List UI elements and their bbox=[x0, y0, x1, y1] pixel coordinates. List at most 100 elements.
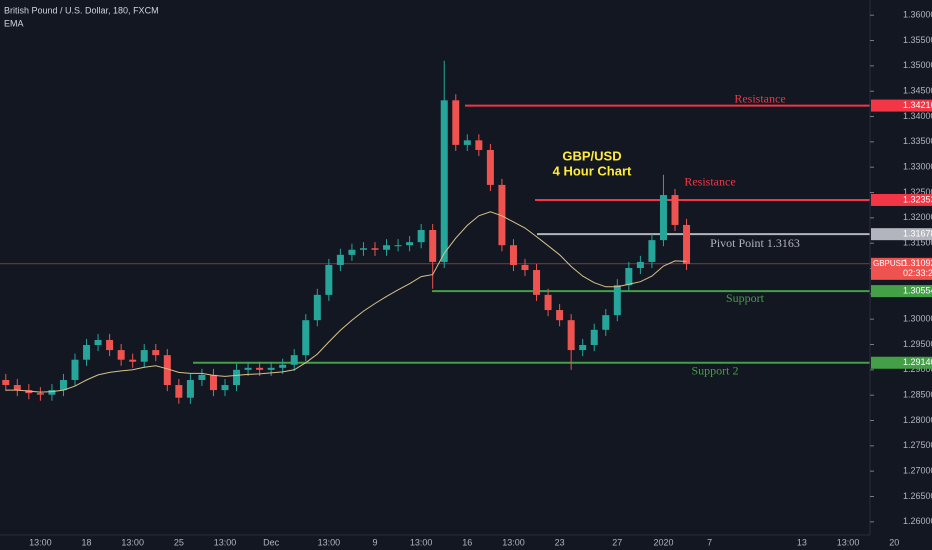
x-tick-label: 13:00 bbox=[29, 537, 52, 547]
x-tick-label: 25 bbox=[174, 537, 184, 547]
y-tick-label: 1.27000 bbox=[903, 466, 932, 476]
y-tick-label: 1.34000 bbox=[903, 111, 932, 121]
y-tick-label: 1.27500 bbox=[903, 440, 932, 450]
x-tick-label: 13:00 bbox=[410, 537, 433, 547]
y-tick-label: 1.30000 bbox=[903, 314, 932, 324]
candle-body bbox=[129, 359, 137, 362]
x-tick-label: 18 bbox=[82, 537, 92, 547]
candle-body bbox=[498, 184, 506, 246]
price-tag-label: 1.34216 bbox=[903, 100, 932, 110]
y-tick-label: 1.32000 bbox=[903, 212, 932, 222]
candle-body bbox=[302, 320, 310, 356]
price-tag-label: 1.32353 bbox=[903, 194, 932, 204]
price-tag-label: 1.30554 bbox=[903, 285, 932, 295]
y-tick-label: 1.35000 bbox=[903, 60, 932, 70]
price-tag bbox=[871, 228, 932, 241]
candle-body bbox=[625, 268, 633, 286]
indicator-label: EMA bbox=[4, 18, 24, 28]
candle-body bbox=[648, 240, 656, 262]
x-tick-label: 13:00 bbox=[502, 537, 525, 547]
candle-body bbox=[521, 264, 529, 271]
x-tick-label: 13:00 bbox=[318, 537, 341, 547]
candle-body bbox=[659, 195, 667, 241]
candle-body bbox=[94, 339, 102, 346]
annotation: GBP/USD bbox=[562, 148, 621, 163]
x-tick-label: 27 bbox=[612, 537, 622, 547]
candle-body bbox=[475, 140, 483, 150]
candle-body bbox=[579, 345, 587, 351]
candle-body bbox=[602, 315, 610, 330]
candle-body bbox=[198, 374, 206, 380]
candle-body bbox=[509, 245, 517, 265]
candle-body bbox=[336, 254, 344, 265]
y-tick-label: 1.33500 bbox=[903, 136, 932, 146]
price-tag bbox=[871, 285, 932, 298]
candle-body bbox=[325, 264, 333, 295]
price-tag bbox=[871, 356, 932, 369]
candle-body bbox=[140, 350, 148, 362]
candle-body bbox=[244, 367, 252, 370]
candle-body bbox=[429, 230, 437, 262]
candle-body bbox=[683, 224, 691, 264]
candle-body bbox=[613, 285, 621, 316]
y-tick-label: 1.35500 bbox=[903, 35, 932, 45]
candle-body bbox=[290, 355, 298, 365]
level-label: Pivot Point 1.3163 bbox=[710, 236, 800, 250]
y-tick-label: 1.34500 bbox=[903, 86, 932, 96]
x-tick-label: Dec bbox=[263, 537, 280, 547]
x-tick-label: 20 bbox=[889, 537, 899, 547]
candle-body bbox=[163, 355, 171, 386]
y-tick-label: 1.29000 bbox=[903, 364, 932, 374]
candle-body bbox=[2, 379, 10, 386]
price-tag-name: GBPUSD bbox=[873, 259, 907, 268]
y-tick-label: 1.28000 bbox=[903, 415, 932, 425]
candle-body bbox=[48, 390, 56, 395]
price-tag bbox=[871, 257, 932, 280]
candle-body bbox=[394, 245, 402, 247]
annotation: 4 Hour Chart bbox=[553, 163, 632, 178]
y-tick-label: 1.26500 bbox=[903, 491, 932, 501]
x-tick-label: 23 bbox=[555, 537, 565, 547]
candle-body bbox=[25, 390, 33, 394]
price-tag-label: 1.29140 bbox=[903, 357, 932, 367]
y-tick-label: 1.36000 bbox=[903, 10, 932, 20]
candle-body bbox=[359, 248, 367, 250]
candle-body bbox=[567, 320, 575, 351]
x-tick-label: 13:00 bbox=[214, 537, 237, 547]
candle-body bbox=[152, 350, 160, 356]
chart-title: British Pound / U.S. Dollar, 180, FXCM bbox=[4, 5, 159, 15]
y-tick-label: 1.26000 bbox=[903, 516, 932, 526]
level-label: Support bbox=[726, 291, 765, 305]
candle-body bbox=[71, 359, 79, 380]
y-tick-label: 1.33000 bbox=[903, 162, 932, 172]
candle-body bbox=[256, 367, 264, 370]
candle-body bbox=[117, 350, 125, 360]
candle-body bbox=[544, 294, 552, 311]
y-tick-label: 1.29500 bbox=[903, 339, 932, 349]
candle-body bbox=[267, 367, 275, 370]
candle-body bbox=[486, 149, 494, 185]
y-tick-label: 1.32500 bbox=[903, 187, 932, 197]
x-tick-label: 13:00 bbox=[837, 537, 860, 547]
x-tick-label: 13 bbox=[797, 537, 807, 547]
candle-body bbox=[452, 100, 460, 145]
candle-body bbox=[463, 140, 471, 145]
candle-body bbox=[383, 245, 391, 250]
candle-body bbox=[636, 261, 644, 269]
x-tick-label: 16 bbox=[462, 537, 472, 547]
ema-line bbox=[5, 211, 687, 393]
x-tick-label: 9 bbox=[372, 537, 377, 547]
candle-body bbox=[417, 230, 425, 243]
candle-body bbox=[590, 329, 598, 346]
candle-body bbox=[175, 385, 183, 398]
candle-body bbox=[13, 385, 21, 391]
x-tick-label: 13:00 bbox=[121, 537, 144, 547]
candle-body bbox=[348, 249, 356, 255]
x-tick-label: 2020 bbox=[653, 537, 673, 547]
candle-body bbox=[186, 379, 194, 398]
candle-body bbox=[279, 364, 287, 368]
candle-body bbox=[221, 385, 229, 391]
